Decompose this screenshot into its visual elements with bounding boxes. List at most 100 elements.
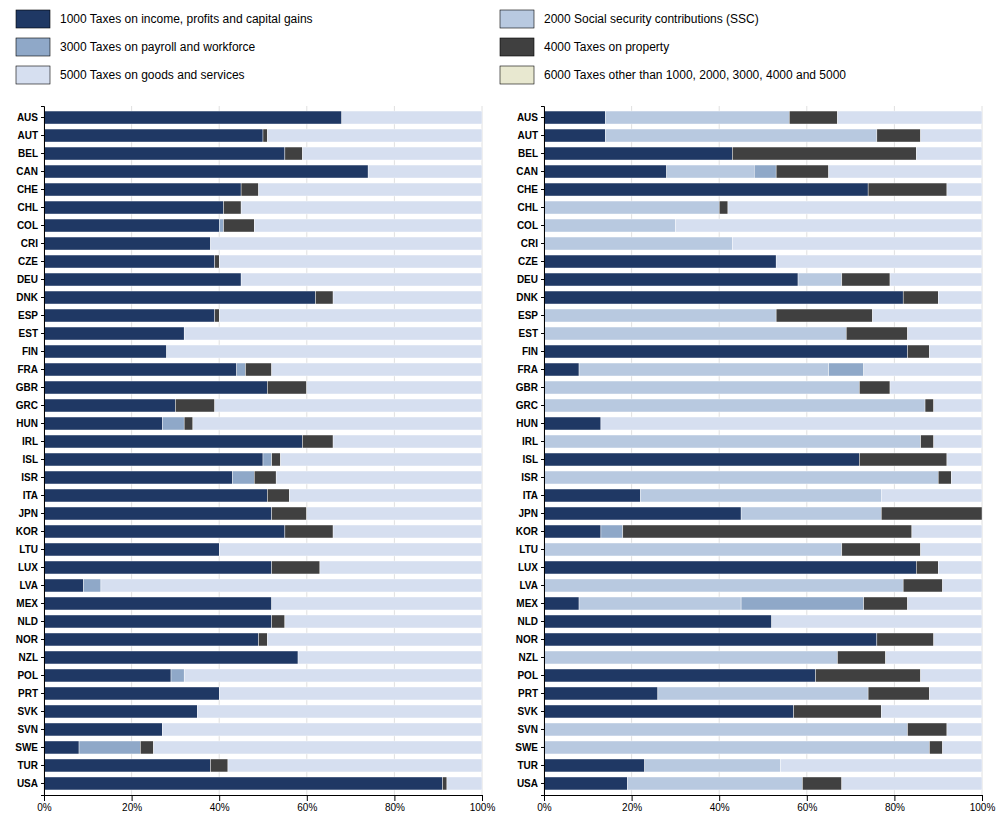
bar-segment [605, 129, 877, 142]
tick-mark [41, 729, 44, 730]
tick-mark [541, 477, 544, 478]
bar-segment [44, 291, 316, 304]
y-tick: SVN [517, 724, 544, 735]
y-tick: CRI [521, 238, 544, 249]
tick-label: DEU [517, 274, 538, 285]
y-tick: BEL [518, 148, 544, 159]
tick-label: FIN [522, 346, 538, 357]
bar-segment [44, 129, 263, 142]
bar-segment [903, 291, 938, 304]
tick-label: 60% [297, 802, 317, 813]
tick-mark [541, 729, 544, 730]
bar-segment [219, 543, 482, 556]
bar-segment [544, 219, 675, 232]
bar-segment [44, 363, 237, 376]
tick-mark [41, 315, 44, 316]
tick-label: LTU [19, 544, 38, 555]
legend-swatch [16, 66, 50, 84]
tick-label: GRC [16, 400, 38, 411]
bar-segment [951, 471, 982, 484]
bar-segment [921, 129, 982, 142]
bar-segment [938, 291, 982, 304]
bar-segment [167, 345, 482, 358]
bar-segment [982, 507, 983, 520]
chart-figure: 0%20%40%60%80%100%AUSAUTBELCANCHECHLCOLC… [0, 0, 1000, 823]
plot-panel: 0%20%40%60%80%100%AUSAUTBELCANCHECHLCOLC… [515, 106, 995, 813]
tick-label: TUR [17, 760, 38, 771]
bar-segment [903, 579, 942, 592]
tick-mark [41, 297, 44, 298]
bar-segment [544, 345, 908, 358]
y-tick: MEX [16, 598, 44, 609]
tick-mark [541, 603, 544, 604]
legend-item: 4000 Taxes on property [500, 38, 669, 56]
y-tick: CHE [17, 184, 44, 195]
tick-mark [41, 171, 44, 172]
tick-label: 0% [37, 802, 52, 813]
bar-segment [44, 219, 219, 232]
tick-label: LVA [19, 580, 38, 591]
tick-mark [541, 639, 544, 640]
bar-segment [44, 741, 79, 754]
tick-mark [541, 585, 544, 586]
bar-segment [44, 597, 272, 610]
bar-segment [947, 453, 982, 466]
y-tick: JPN [19, 508, 44, 519]
bar-segment [982, 507, 983, 520]
tick-label: 0% [537, 802, 552, 813]
bar-segment [982, 435, 983, 448]
bar-segment [544, 723, 908, 736]
tick-mark [807, 795, 808, 801]
bar-segment [44, 579, 83, 592]
bar-segment [241, 183, 259, 196]
tick-mark [719, 795, 720, 801]
bar-segment [333, 525, 482, 538]
tick-mark [41, 765, 44, 766]
tick-label: ISL [22, 454, 38, 465]
tick-mark [541, 423, 544, 424]
tick-label: CRI [521, 238, 538, 249]
legend: 1000 Taxes on income, profits and capita… [16, 10, 846, 84]
tick-mark [982, 795, 983, 801]
tick-label: 40% [210, 802, 230, 813]
tick-mark [41, 441, 44, 442]
y-tick: ISL [522, 454, 544, 465]
x-axis: 0%20%40%60%80%100% [37, 795, 495, 813]
bar-segment [846, 327, 907, 340]
bar-segment [943, 741, 982, 754]
y-tick: LUX [18, 562, 44, 573]
y-tick: COL [517, 220, 544, 231]
bar-segment [193, 417, 482, 430]
bar-segment [982, 183, 983, 196]
legend-item: 2000 Social security contributions (SSC) [500, 10, 759, 28]
tick-label: CZE [18, 256, 38, 267]
bar-segment [263, 453, 272, 466]
bar-segment [210, 237, 482, 250]
bar-segment [864, 597, 908, 610]
bar-segment [929, 345, 982, 358]
bar-segment [544, 579, 903, 592]
tick-label: PRT [518, 688, 538, 699]
y-tick: LTU [19, 544, 44, 555]
bar-segment [544, 741, 929, 754]
tick-mark [541, 261, 544, 262]
tick-mark [41, 135, 44, 136]
bar-segment [232, 471, 254, 484]
bar-segment [219, 309, 482, 322]
bar-segment [877, 633, 934, 646]
tick-mark [541, 765, 544, 766]
bar-segment [798, 273, 842, 286]
tick-label: EST [519, 328, 538, 339]
tick-mark [41, 711, 44, 712]
bar-segment [675, 219, 982, 232]
y-tick: USA [517, 778, 544, 789]
bar-segment [982, 741, 983, 754]
tick-label: NOR [516, 634, 539, 645]
y-tick: NZL [519, 652, 544, 663]
bar-segment [842, 777, 982, 790]
y-tick: CHL [517, 202, 544, 213]
bar-segment [934, 399, 982, 412]
tick-mark [41, 621, 44, 622]
bar-segment [544, 507, 741, 520]
bar-segment [544, 561, 916, 574]
